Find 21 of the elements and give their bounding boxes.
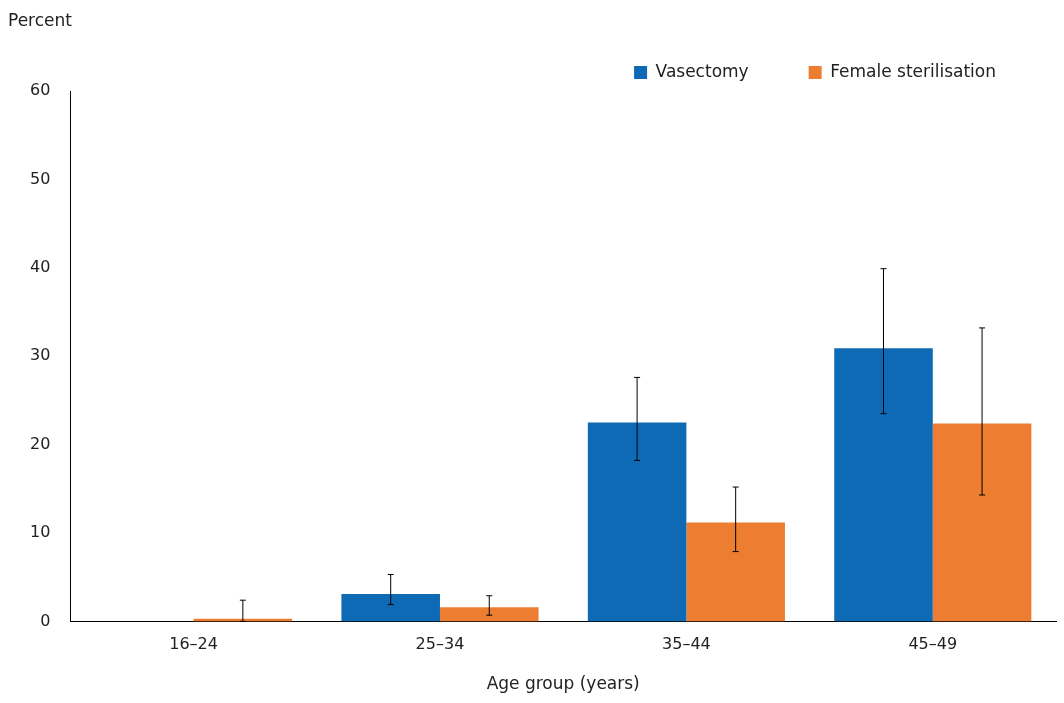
legend-label: Vasectomy	[655, 60, 749, 81]
x-tick-label: 45–49	[908, 634, 958, 654]
x-tick-label: 25–34	[415, 634, 465, 654]
y-tick-label: 30	[30, 345, 51, 365]
bar	[587, 422, 687, 622]
bar	[834, 348, 933, 622]
y-tick-label: 60	[30, 80, 51, 100]
y-tick-label: 40	[30, 256, 51, 276]
legend-label: Female sterilisation	[830, 60, 997, 81]
x-tick-label: 35–44	[662, 634, 711, 654]
bar	[932, 423, 1032, 622]
bar	[686, 522, 785, 622]
x-tick-label: 16–24	[169, 634, 218, 654]
y-tick-label: 0	[40, 610, 51, 630]
bar	[341, 594, 440, 622]
y-tick-label: 10	[30, 522, 51, 542]
bar	[439, 607, 539, 622]
y-tick-label: 20	[30, 433, 51, 453]
y-axis-title: Percent	[8, 10, 73, 31]
x-axis-title: Age group (years)	[486, 673, 640, 694]
y-tick-label: 50	[30, 168, 51, 188]
